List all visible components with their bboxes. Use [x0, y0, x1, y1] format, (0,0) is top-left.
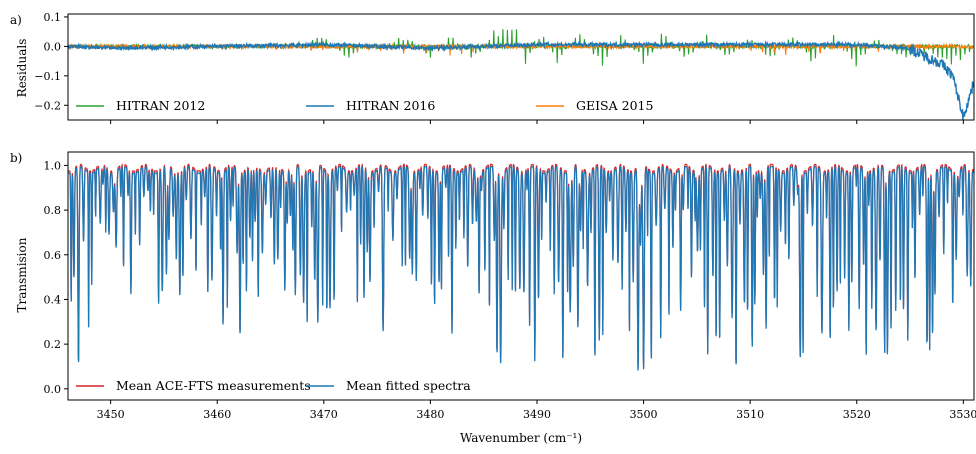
panel-a-frame	[67, 13, 975, 121]
panel-b-xtick-label: 3530	[949, 408, 976, 421]
panel-a-ytick-label: 0.1	[44, 11, 62, 24]
panel-b-xtick-label: 3510	[736, 408, 764, 421]
series-line-hitran-2016	[67, 40, 975, 120]
panel-b-xtick-label: 3470	[310, 408, 338, 421]
panel-b-ytick-label: 0.6	[44, 249, 62, 262]
legend-label-geisa-2015: GEISA 2015	[576, 98, 653, 113]
legend-label-mean-fitted-spectra: Mean fitted spectra	[346, 378, 471, 393]
panel-b-label: b)	[10, 151, 22, 165]
panel-b-ylabel: Transmision	[15, 237, 29, 312]
panel-b-xtick-label: 3490	[523, 408, 551, 421]
panel-b: b) Transmision 0.0 0.2 0.4 0.6 0.8 1.0 3450 346…	[10, 151, 976, 445]
panel-a-label: a)	[10, 13, 22, 27]
panel-a-ytick-label: 0.0	[44, 40, 62, 53]
panel-b-xtick-label: 3450	[97, 408, 125, 421]
panel-b-xtick-label: 3480	[416, 408, 444, 421]
panel-a-ylabel: Residuals	[15, 39, 29, 98]
panel-b-xtick-label: 3460	[203, 408, 231, 421]
panel-b-xtick-label: 3500	[630, 408, 658, 421]
legend-label-hitran-2016: HITRAN 2016	[346, 98, 435, 113]
legend-label-mean-ace-fts-measurements: Mean ACE-FTS measurements	[116, 378, 311, 393]
panel-b-frame	[67, 151, 975, 401]
panel-b-xtick-label: 3520	[843, 408, 871, 421]
panel-b-ytick-label: 1.0	[44, 159, 62, 172]
panel-b-xlabel: Wavenumber (cm⁻¹)	[460, 431, 582, 445]
panel-a-ytick-label: −0.1	[34, 70, 61, 83]
panel-b-ytick-label: 0.0	[44, 383, 62, 396]
panel-b-ytick-label: 0.2	[44, 338, 62, 351]
panel-b-ytick-label: 0.8	[44, 204, 62, 217]
panel-a: a) Residuals 0.1 0.0 −0.1 −0.2 HITRAN 2012 H…	[10, 11, 975, 124]
legend-label-hitran-2012: HITRAN 2012	[116, 98, 205, 113]
series-line-mean-fitted-spectra	[67, 165, 975, 371]
panel-a-ytick-label: −0.2	[34, 99, 61, 112]
panel-b-ytick-label: 0.4	[44, 293, 62, 306]
